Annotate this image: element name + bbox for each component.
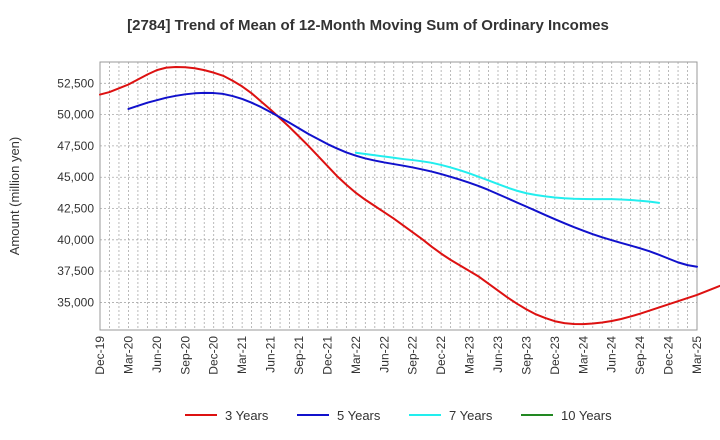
x-tick-label: Mar-25 <box>690 336 704 374</box>
y-tick-label: 47,500 <box>57 139 94 153</box>
x-tick-label: Jun-23 <box>491 336 505 373</box>
x-tick-label: Dec-24 <box>662 336 676 375</box>
x-tick-label: Mar-24 <box>576 336 590 374</box>
x-tick-label: Sep-24 <box>633 336 647 375</box>
x-tick-label: Mar-20 <box>121 336 135 374</box>
grid <box>100 62 697 330</box>
y-tick-label: 37,500 <box>57 264 94 278</box>
x-tick-label: Jun-24 <box>605 336 619 373</box>
x-tick-label: Jun-20 <box>150 336 164 373</box>
x-tick-label: Sep-23 <box>519 336 533 375</box>
x-tick-label: Dec-22 <box>434 336 448 375</box>
legend-label: 10 Years <box>561 408 612 423</box>
legend-item: 5 Years <box>297 408 381 423</box>
plot-area <box>99 61 698 331</box>
x-tick-label: Sep-21 <box>292 336 306 375</box>
x-tick-label: Sep-22 <box>406 336 420 375</box>
x-tick-label: Mar-21 <box>235 336 249 374</box>
y-tick-label: 42,500 <box>57 202 94 216</box>
y-tick-label: 40,000 <box>57 233 94 247</box>
legend-item: 10 Years <box>521 408 612 423</box>
x-tick-label: Sep-20 <box>178 336 192 375</box>
series-lines <box>99 66 720 326</box>
x-tick-label: Dec-23 <box>548 336 562 375</box>
x-tick-label: Jun-22 <box>377 336 391 373</box>
y-tick-label: 35,000 <box>57 295 94 309</box>
x-tick-label: Mar-22 <box>349 336 363 374</box>
chart-title: [2784] Trend of Mean of 12-Month Moving … <box>127 17 609 34</box>
y-axis-ticks: 35,000 37,500 40,000 42,500 45,000 47,500 50,0… <box>57 76 94 309</box>
x-tick-label: Dec-20 <box>207 336 221 375</box>
legend-item: 3 Years <box>185 408 269 423</box>
series-line-3 <box>354 151 661 204</box>
y-axis-label: Amount (million yen) <box>7 137 22 256</box>
y-tick-label: 52,500 <box>57 76 94 90</box>
series-line-2 <box>127 91 698 268</box>
x-tick-label: Jun-21 <box>264 336 278 373</box>
series-line-1 <box>99 66 720 326</box>
legend-label: 7 Years <box>449 408 493 423</box>
y-tick-label: 50,000 <box>57 108 94 122</box>
legend-label: 5 Years <box>337 408 381 423</box>
y-tick-label: 45,000 <box>57 170 94 184</box>
legend: 3 Years 5 Years 7 Years 10 Years <box>185 408 612 423</box>
legend-label: 3 Years <box>225 408 269 423</box>
x-tick-label: Mar-23 <box>463 336 477 374</box>
x-tick-label: Dec-21 <box>320 336 334 375</box>
x-axis-ticks: Dec-19 Mar-20 Jun-20 Sep-20 Dec-20 Mar-21 Jun-… <box>93 336 704 375</box>
x-tick-label: Dec-19 <box>93 336 107 375</box>
legend-item: 7 Years <box>409 408 493 423</box>
